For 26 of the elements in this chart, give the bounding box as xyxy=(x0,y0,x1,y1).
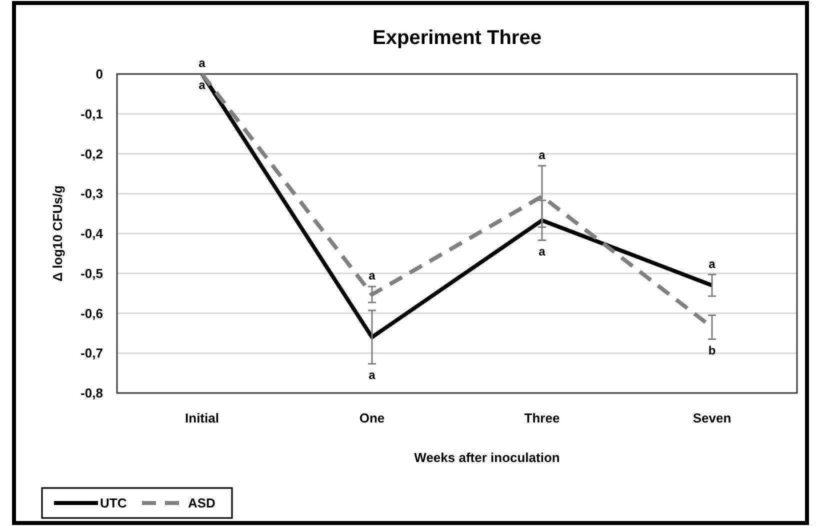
data-label: a xyxy=(198,56,206,70)
y-tick-label: -0,3 xyxy=(80,186,103,202)
y-tick-label: -0,7 xyxy=(80,346,103,361)
y-axis-title: Δ log10 CFUs/g xyxy=(50,185,65,282)
y-tick-label: 0 xyxy=(96,66,103,82)
data-label: a xyxy=(368,368,376,382)
data-label: b xyxy=(708,343,716,358)
data-label: a xyxy=(198,78,206,92)
data-label: a xyxy=(368,268,376,283)
y-tick-label: -0,1 xyxy=(80,106,103,122)
x-tick-label: Initial xyxy=(185,410,219,426)
legend-label: UTC xyxy=(100,496,128,511)
y-tick-label: -0,6 xyxy=(80,306,103,321)
legend-label: ASD xyxy=(188,496,216,511)
y-tick-label: -0,8 xyxy=(80,386,103,401)
y-tick-label: -0,2 xyxy=(80,146,103,162)
data-label: a xyxy=(708,256,716,271)
x-axis-title: Weeks after inoculation xyxy=(414,450,560,465)
data-label: a xyxy=(538,244,546,258)
x-tick-label: Three xyxy=(524,410,560,426)
x-tick-label: One xyxy=(359,410,385,426)
y-tick-label: -0,4 xyxy=(80,226,104,242)
chart-title: Experiment Three xyxy=(372,27,542,49)
y-tick-label: -0,5 xyxy=(80,266,103,281)
x-tick-label: Seven xyxy=(692,410,732,426)
data-label: a xyxy=(538,148,546,162)
